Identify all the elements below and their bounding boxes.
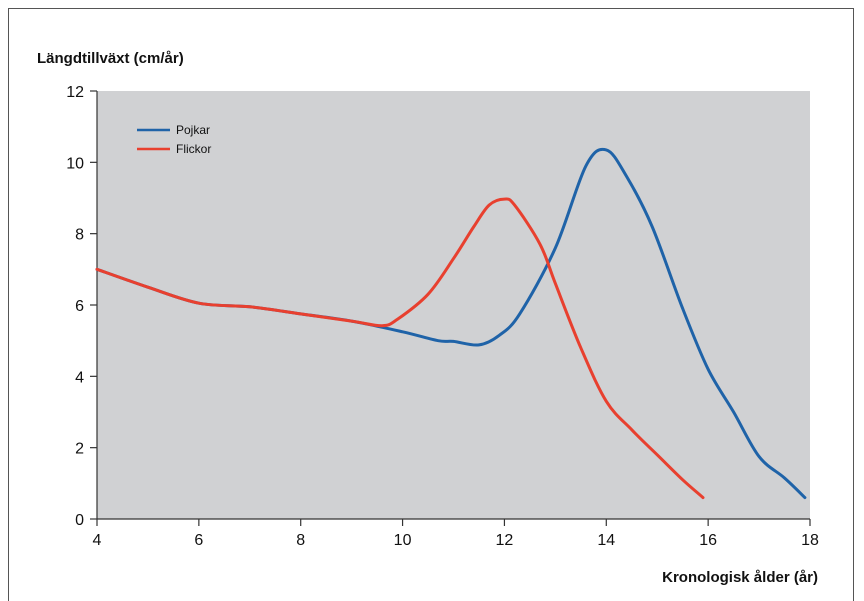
series-line-flickor — [95, 197, 705, 500]
x-axis-label: Kronologisk ålder (år) — [662, 569, 818, 586]
x-tick-label: 10 — [394, 532, 412, 549]
y-tick-label: 10 — [66, 155, 84, 172]
x-tick-label: 8 — [296, 532, 305, 549]
x-tick-label: 12 — [496, 532, 514, 549]
y-tick-label: 2 — [75, 441, 84, 458]
y-axis-label: Längdtillväxt (cm/år) — [37, 50, 184, 67]
x-tick-label: 14 — [597, 532, 615, 549]
series-layer — [95, 147, 807, 500]
y-tick-label: 0 — [75, 512, 84, 529]
legend: Pojkar Flickor — [137, 123, 211, 156]
legend-label-flickor: Flickor — [176, 142, 211, 156]
x-tick-label: 16 — [699, 532, 717, 549]
y-tick-label: 4 — [75, 369, 84, 386]
y-tick-label: 12 — [66, 84, 84, 101]
x-tick-label: 6 — [194, 532, 203, 549]
axes: 4 6 8 10 12 14 16 18 0 2 4 6 8 10 12 — [66, 84, 819, 549]
legend-label-pojkar: Pojkar — [176, 123, 210, 137]
x-tick-label: 18 — [801, 532, 819, 549]
y-tick-label: 6 — [75, 298, 84, 315]
y-tick-label: 8 — [75, 227, 84, 244]
x-tick-label: 4 — [93, 532, 102, 549]
